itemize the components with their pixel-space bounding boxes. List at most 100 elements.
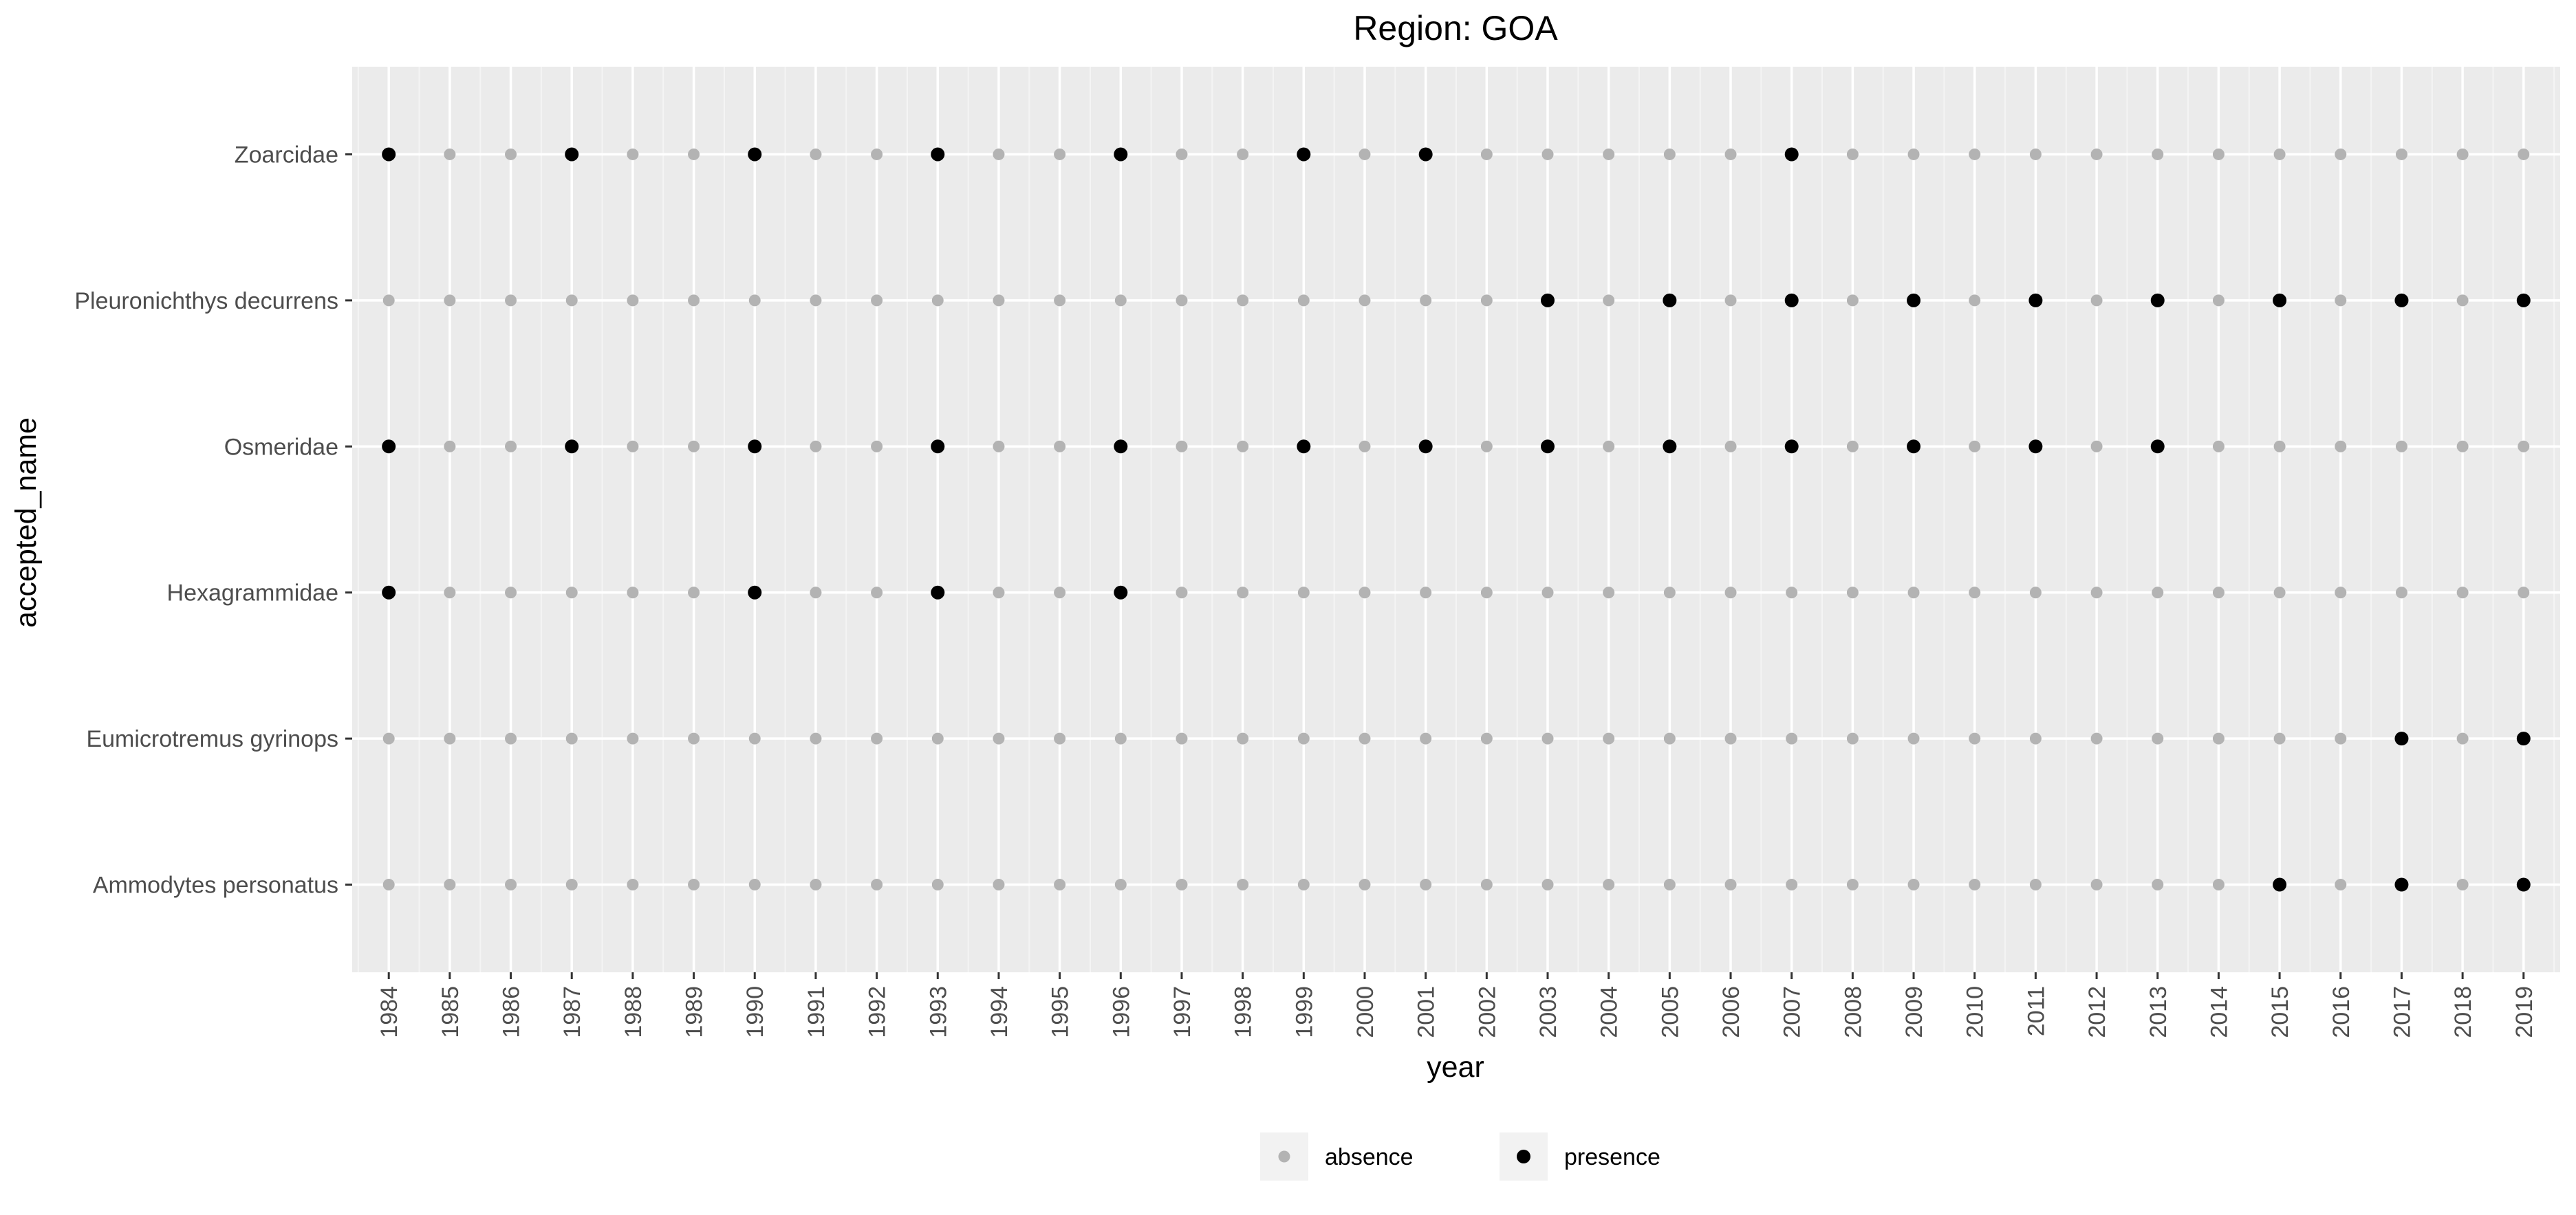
absence-point <box>1054 440 1066 452</box>
absence-point <box>1359 440 1371 452</box>
absence-point <box>382 732 395 745</box>
presence-point <box>1114 147 1128 162</box>
x-tick-label: 1998 <box>1231 986 1257 1038</box>
absence-point <box>627 440 639 452</box>
absence-point <box>748 732 761 745</box>
absence-point <box>1114 294 1127 307</box>
absence-point <box>444 294 456 307</box>
absence-point <box>1724 294 1737 307</box>
absence-point <box>1969 148 1981 160</box>
absence-point <box>1420 294 1432 307</box>
absence-point <box>2456 148 2469 160</box>
presence-point <box>1297 147 1311 162</box>
absence-point <box>1663 732 1676 745</box>
absence-point <box>565 879 578 891</box>
presence-point <box>2150 439 2165 454</box>
presence-point <box>931 439 945 454</box>
absence-point <box>1297 732 1310 745</box>
absence-point <box>627 879 639 891</box>
absence-point <box>1846 294 1859 307</box>
absence-point <box>1603 440 1615 452</box>
absence-point <box>1724 440 1737 452</box>
absence-point <box>2335 148 2347 160</box>
data-points <box>382 147 2531 892</box>
absence-point <box>810 294 822 307</box>
absence-point <box>1237 440 1249 452</box>
absence-point <box>1907 732 1920 745</box>
presence-point <box>1541 439 1555 454</box>
absence-point <box>2395 148 2407 160</box>
absence-point <box>1176 732 1188 745</box>
absence-point <box>993 148 1005 160</box>
absence-point <box>2518 587 2530 599</box>
presence-point <box>382 439 396 454</box>
legend-label: absence <box>1325 1144 1414 1170</box>
presence-point <box>1784 147 1799 162</box>
absence-point <box>2152 879 2164 891</box>
absence-point <box>931 294 944 307</box>
x-tick-label: 2018 <box>2450 986 2476 1038</box>
x-tick-label: 2000 <box>1352 986 1378 1038</box>
presence-point <box>565 147 579 162</box>
absence-point <box>444 587 456 599</box>
presence-point <box>1784 293 1799 307</box>
absence-point <box>2090 587 2103 599</box>
absence-point <box>1480 294 1493 307</box>
absence-point <box>2212 294 2225 307</box>
absence-point <box>565 587 578 599</box>
absence-point <box>931 879 944 891</box>
absence-point <box>1846 879 1859 891</box>
absence-point <box>1237 294 1249 307</box>
absence-point <box>688 732 700 745</box>
absence-point <box>627 294 639 307</box>
absence-point <box>1480 587 1493 599</box>
absence-point <box>2335 587 2347 599</box>
y-tick-label: Osmeridae <box>224 434 338 460</box>
absence-point <box>565 294 578 307</box>
x-tick-label: 1999 <box>1291 986 1317 1038</box>
absence-point <box>505 440 517 452</box>
absence-point <box>1297 879 1310 891</box>
presence-point <box>2516 293 2531 307</box>
presence-point <box>2028 293 2043 307</box>
absence-point <box>1786 732 1798 745</box>
absence-point <box>1420 732 1432 745</box>
presence-point <box>931 147 945 162</box>
x-tick-label: 2001 <box>1414 986 1440 1038</box>
absence-point <box>688 587 700 599</box>
absence-point <box>1724 732 1737 745</box>
absence-point <box>748 294 761 307</box>
absence-point <box>2152 148 2164 160</box>
absence-point <box>1969 732 1981 745</box>
absence-point <box>1237 879 1249 891</box>
absence-point <box>1846 148 1859 160</box>
absence-point <box>1663 879 1676 891</box>
absence-point <box>1541 879 1554 891</box>
absence-point <box>1907 879 1920 891</box>
x-tick-label: 2010 <box>1962 986 1989 1038</box>
absence-point <box>444 732 456 745</box>
x-tick-label: 1986 <box>499 986 525 1038</box>
absence-point <box>1541 587 1554 599</box>
presence-point <box>2273 877 2287 892</box>
absence-point <box>993 879 1005 891</box>
presence-point <box>1784 439 1799 454</box>
x-tick-label: 2009 <box>1901 986 1927 1038</box>
presence-point <box>931 585 945 600</box>
absence-point <box>1907 587 1920 599</box>
absence-point <box>810 879 822 891</box>
y-tick-label: Ammodytes personatus <box>93 873 338 899</box>
absence-point <box>1237 587 1249 599</box>
absence-point <box>1420 879 1432 891</box>
y-tick-label: Hexagrammidae <box>167 580 338 606</box>
absence-point <box>2335 440 2347 452</box>
x-tick-label: 1990 <box>742 986 768 1038</box>
presence-point <box>1907 293 1921 307</box>
absence-point <box>1724 148 1737 160</box>
absence-point <box>1663 148 1676 160</box>
absence-point <box>1541 732 1554 745</box>
absence-point <box>1420 587 1432 599</box>
presence-point <box>2028 439 2043 454</box>
absence-point <box>993 294 1005 307</box>
presence-point <box>1663 293 1677 307</box>
